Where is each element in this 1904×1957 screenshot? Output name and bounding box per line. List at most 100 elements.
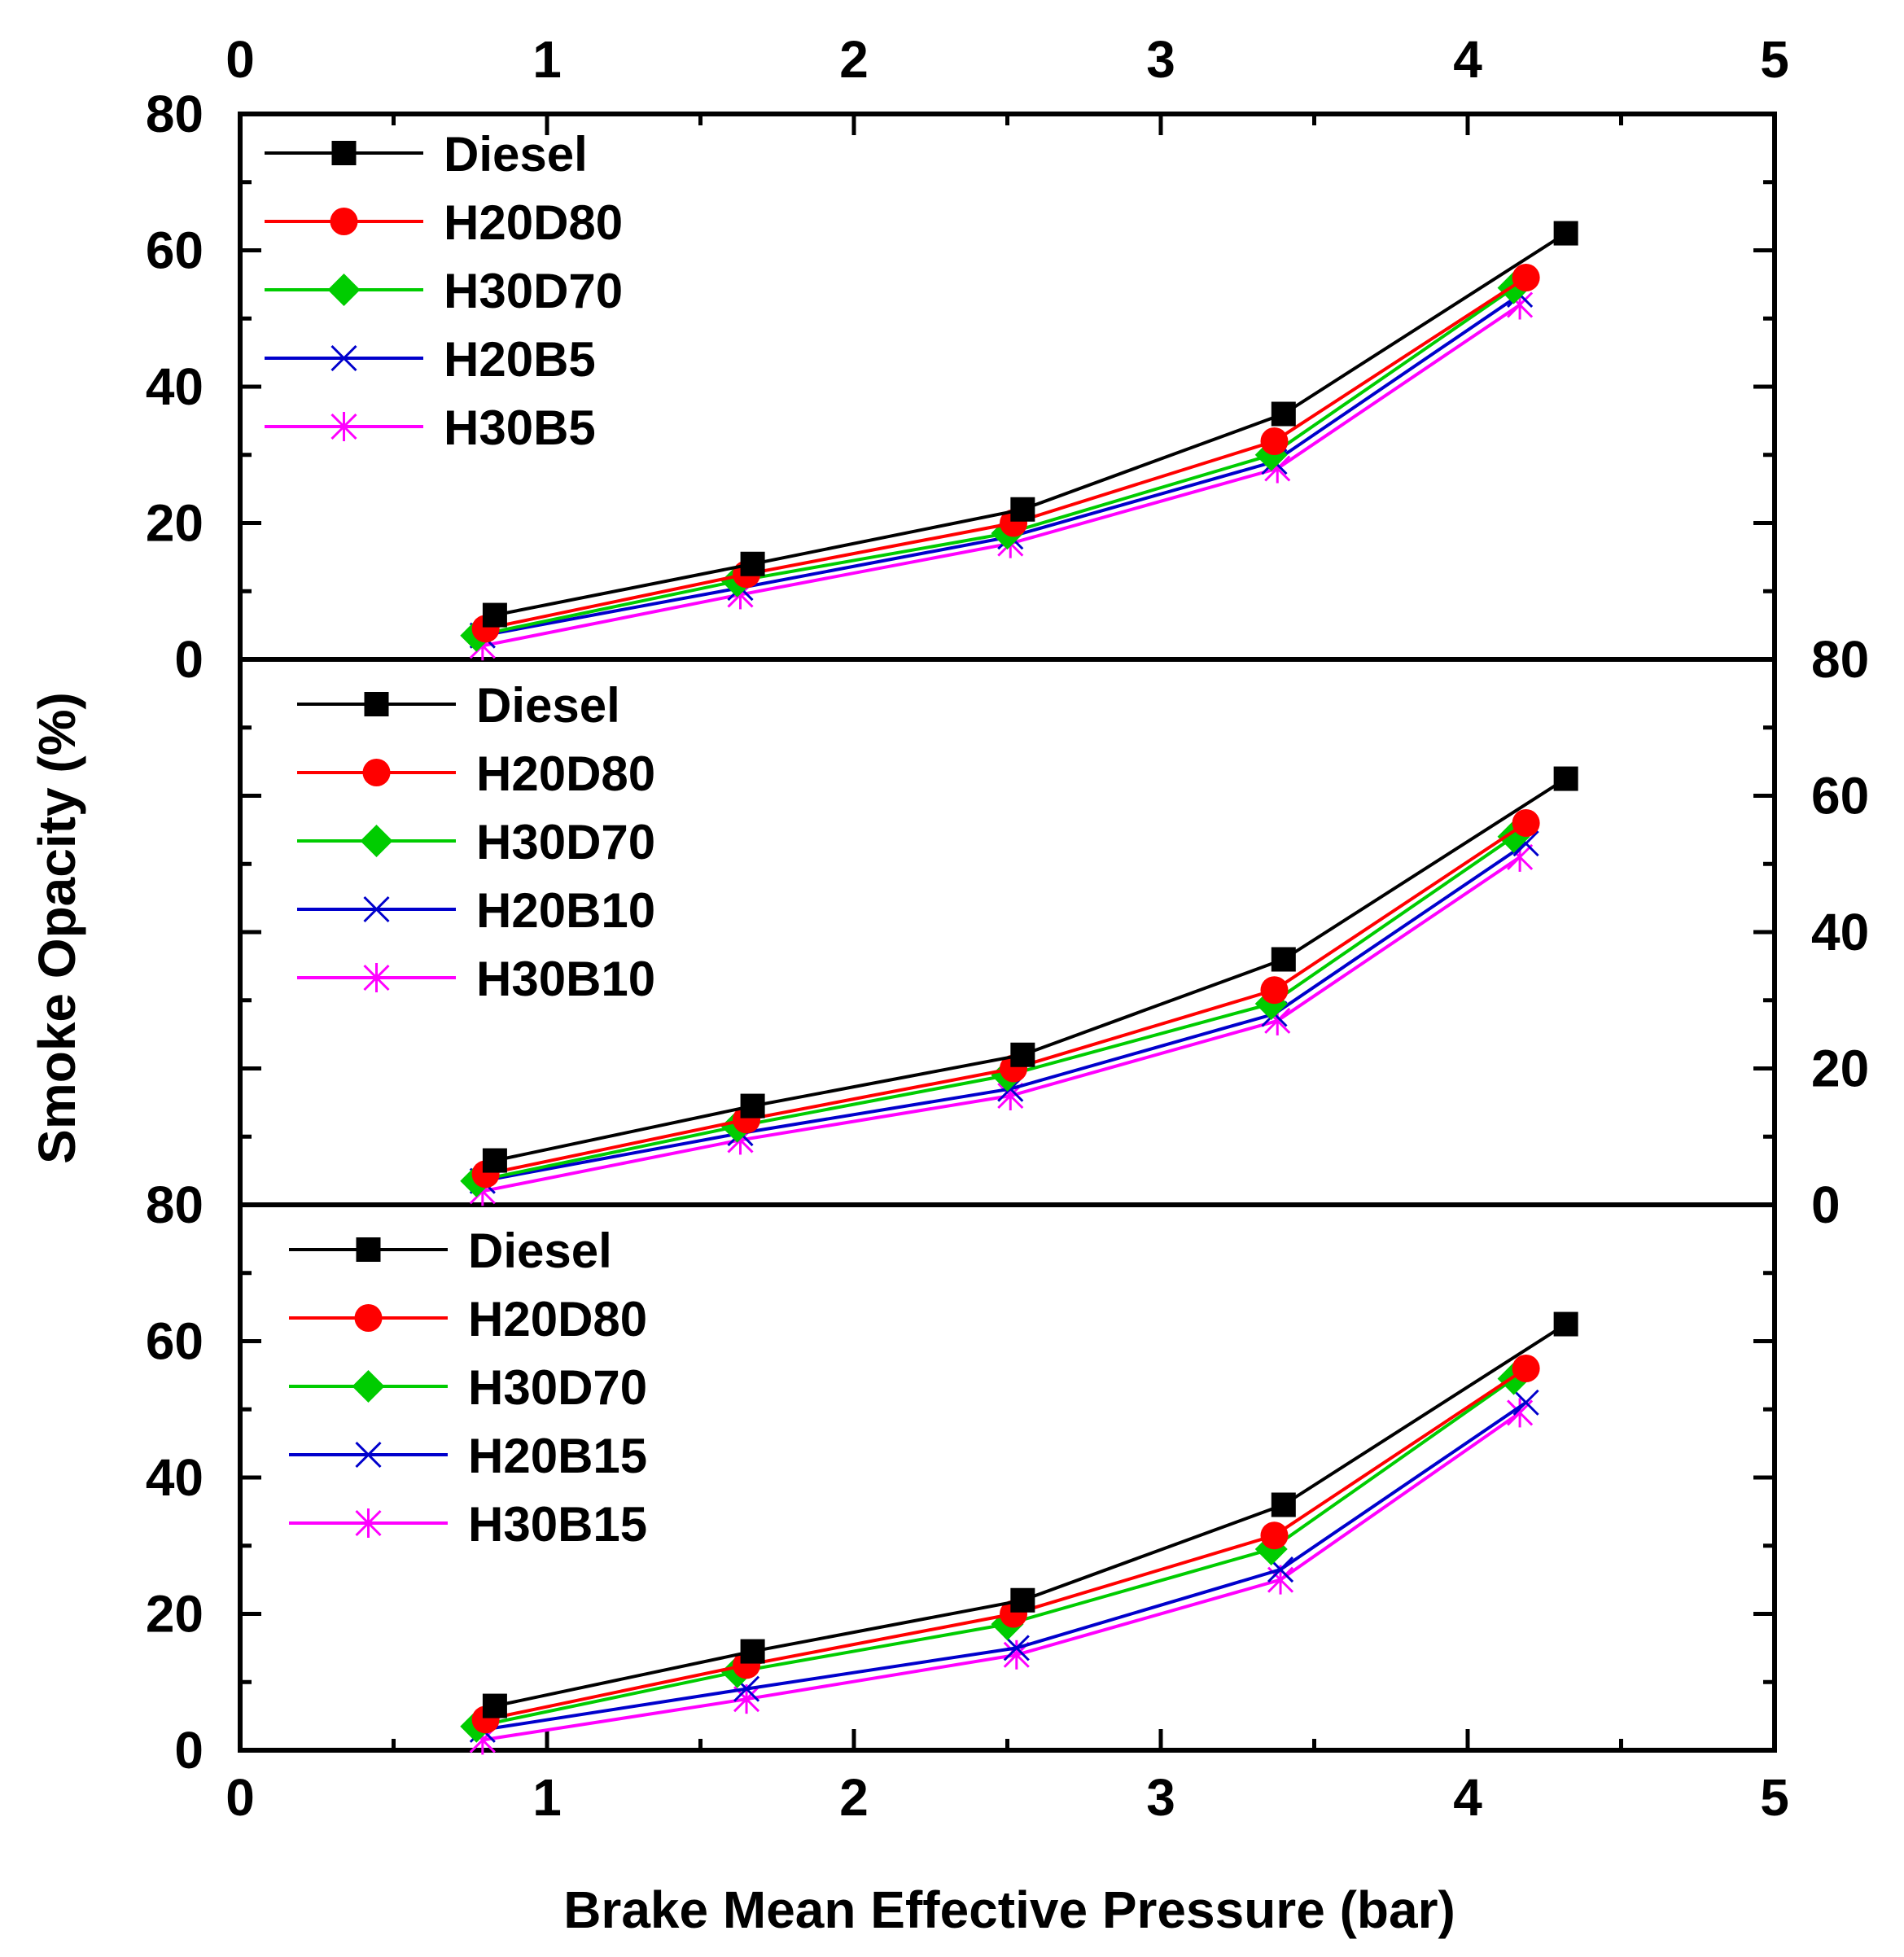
legend-item: Diesel — [297, 678, 620, 733]
legend-item: H30D70 — [289, 1360, 647, 1415]
y-tick-label: 20 — [1811, 1040, 1869, 1098]
y-tick-label: 60 — [146, 221, 204, 280]
data-point — [740, 1639, 765, 1664]
y-tick-label: 80 — [146, 1176, 204, 1234]
data-point — [1553, 221, 1578, 246]
legend-marker — [330, 208, 358, 235]
legend-marker — [356, 1237, 381, 1262]
legend-item: H20D80 — [289, 1292, 647, 1346]
y-tick-label: 80 — [146, 85, 204, 143]
y-tick-label: 60 — [146, 1312, 204, 1371]
x-tick-label-bottom: 4 — [1453, 1768, 1482, 1827]
series-line — [475, 286, 1515, 637]
x-tick-label-bottom: 2 — [839, 1768, 869, 1827]
series-Diesel — [482, 221, 1578, 628]
data-point — [1512, 809, 1540, 837]
legend-marker — [352, 1370, 385, 1403]
data-point — [482, 602, 507, 628]
series-H20B5 — [469, 281, 1534, 649]
x-tick-label-bottom: 3 — [1146, 1768, 1175, 1827]
legend-item: Diesel — [265, 127, 588, 182]
y-tick-label: 40 — [1811, 903, 1869, 961]
legend-label: H20D80 — [476, 746, 655, 801]
data-point — [1512, 1355, 1540, 1382]
legend-item: Diesel — [289, 1224, 612, 1278]
x-tick-label-bottom: 0 — [225, 1768, 255, 1827]
series-H20D80 — [471, 264, 1540, 643]
x-tick-label-top: 1 — [532, 30, 562, 89]
legend-label: Diesel — [468, 1224, 612, 1278]
legend-item: H30D70 — [297, 815, 655, 869]
x-tick-label-bottom: 5 — [1760, 1768, 1789, 1827]
y-tick-label: 20 — [146, 1585, 204, 1644]
legend-label: H30B10 — [476, 952, 655, 1006]
y-tick-label: 0 — [174, 630, 204, 689]
series-H30D70 — [460, 1362, 1530, 1743]
y-tick-label: 0 — [174, 1721, 204, 1780]
x-tick-label-top: 4 — [1453, 30, 1482, 89]
legend-item: H30B15 — [289, 1497, 647, 1552]
legend-item: H20D80 — [265, 195, 623, 250]
legend-marker — [355, 1508, 382, 1538]
series-Diesel — [482, 1311, 1578, 1718]
series-H30D70 — [460, 271, 1530, 652]
series-line — [485, 276, 1527, 631]
legend-marker — [354, 1304, 383, 1332]
legend-item: H20D80 — [297, 746, 655, 801]
data-point — [1010, 497, 1035, 522]
x-tick-label-top: 2 — [839, 30, 869, 89]
data-point — [1512, 1389, 1539, 1416]
data-point — [740, 551, 765, 576]
series-H30D70 — [460, 820, 1530, 1197]
legend-label: H20D80 — [468, 1292, 647, 1346]
y-tick-label: 40 — [146, 357, 204, 416]
x-tick-label-top: 3 — [1146, 30, 1175, 89]
data-point — [1003, 1635, 1030, 1661]
legend-marker — [362, 759, 391, 786]
series-line — [482, 303, 1521, 648]
legend-item: H30B5 — [265, 401, 596, 455]
data-point — [1553, 766, 1578, 791]
data-point — [1260, 427, 1289, 455]
data-point — [1271, 947, 1296, 972]
y-tick-label: 40 — [146, 1448, 204, 1507]
legend-marker — [330, 412, 357, 441]
series-H20D80 — [471, 809, 1540, 1189]
legend-marker — [364, 692, 389, 716]
legend-label: Diesel — [476, 678, 620, 733]
legend-marker — [330, 344, 357, 372]
legend-label: Diesel — [444, 127, 588, 182]
legend-marker — [363, 963, 390, 992]
legend-label: H30B5 — [444, 401, 596, 455]
series-line — [482, 293, 1521, 637]
legend-marker — [360, 825, 393, 857]
data-point — [1271, 1492, 1296, 1517]
legend-label: H30D70 — [476, 815, 655, 869]
y-axis-title: Smoke Opacity (%) — [28, 692, 86, 1164]
legend-marker — [363, 895, 390, 923]
data-point — [1260, 976, 1289, 1005]
data-point — [1260, 1521, 1289, 1550]
series-line — [494, 231, 1567, 617]
legend-item: H30D70 — [265, 264, 623, 318]
legend-label: H30B15 — [468, 1497, 647, 1552]
series-Diesel — [482, 766, 1578, 1173]
y-tick-label: 20 — [146, 494, 204, 553]
legend-label: H30D70 — [444, 264, 623, 318]
data-point — [1010, 1587, 1035, 1613]
x-axis-title: Brake Mean Effective Pressure (bar) — [563, 1880, 1455, 1939]
legend-item: H20B10 — [297, 883, 655, 938]
series-line — [494, 777, 1567, 1162]
legend-marker — [331, 141, 357, 165]
data-point — [1553, 1311, 1578, 1337]
legend-label: H20B5 — [444, 332, 596, 387]
legend-layer: Diesel H20D80 H30D70 H20B5 H30B5 Diesel H20D80… — [265, 127, 655, 1552]
legend-label: H20D80 — [444, 195, 623, 250]
data-point — [1512, 264, 1540, 291]
data-point — [482, 1148, 507, 1173]
legend-label: H20B10 — [476, 883, 655, 938]
y-tick-label: 60 — [1811, 767, 1869, 825]
data-point — [740, 1093, 765, 1119]
